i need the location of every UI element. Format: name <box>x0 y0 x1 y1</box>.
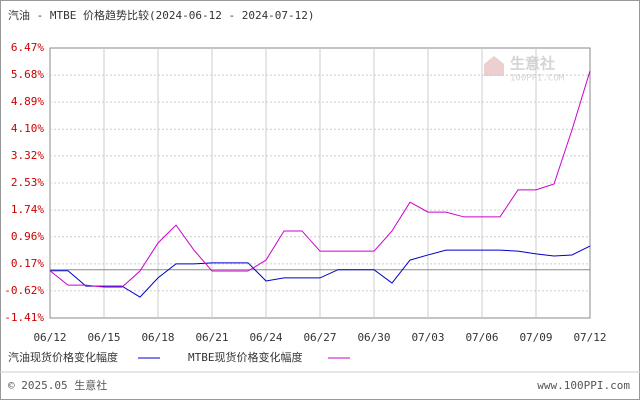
y-tick-label: 2.53% <box>11 176 44 189</box>
y-tick-label: -0.62% <box>4 284 44 297</box>
y-tick-label: 0.17% <box>11 257 44 270</box>
legend-label: 汽油现货价格变化幅度 <box>8 350 118 364</box>
x-tick-label: 07/06 <box>465 331 498 344</box>
y-tick-label: -1.41% <box>4 311 44 324</box>
y-tick-label: 4.89% <box>11 95 44 108</box>
series-line <box>50 245 591 298</box>
y-tick-label: 0.96% <box>11 230 44 243</box>
watermark-name: 生意社 <box>510 55 555 73</box>
legend-label: MTBE现货价格变化幅度 <box>188 350 303 364</box>
x-tick-label: 07/03 <box>411 331 444 344</box>
footer-right: www.100PPI.com <box>537 379 630 392</box>
watermark-site: 100PPI.COM <box>510 74 565 84</box>
y-tick-label: 5.68% <box>11 68 44 81</box>
y-tick-label: 6.47% <box>11 41 44 54</box>
footer-left: © 2025.05 生意社 <box>8 378 107 392</box>
watermark: 生意社 100PPI.COM <box>484 55 565 84</box>
y-tick-label: 3.32% <box>11 149 44 162</box>
x-tick-label: 06/15 <box>87 331 120 344</box>
x-tick-label: 06/24 <box>249 331 282 344</box>
x-tick-label: 06/12 <box>33 331 66 344</box>
x-tick-label: 07/09 <box>519 331 552 344</box>
x-tick-label: 06/18 <box>141 331 174 344</box>
y-tick-label: 4.10% <box>11 122 44 135</box>
y-tick-label: 1.74% <box>11 203 44 216</box>
x-tick-label: 06/27 <box>303 331 336 344</box>
x-tick-label: 06/30 <box>357 331 390 344</box>
x-tick-label: 06/21 <box>195 331 228 344</box>
watermark-icon <box>484 56 504 76</box>
x-tick-label: 07/12 <box>573 331 606 344</box>
chart-title: 汽油 - MTBE 价格趋势比较(2024-06-12 - 2024-07-12… <box>8 8 315 22</box>
series-line <box>49 70 591 288</box>
